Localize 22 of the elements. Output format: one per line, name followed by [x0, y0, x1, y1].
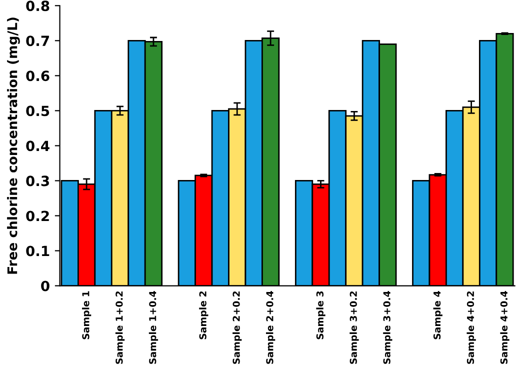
x-tick-label: Sample 1+0.4: [148, 291, 158, 364]
y-tick-label: 0.2: [26, 210, 49, 222]
y-tick-label: 0.6: [26, 70, 50, 82]
y-tick-label: 0.3: [26, 176, 49, 186]
x-tick-label: Sample 1: [82, 291, 92, 340]
y-tick-label: 0.1: [26, 246, 50, 256]
x-tick-label: Sample 4+0.2: [466, 291, 476, 364]
x-tick-label: Sample 2+0.4: [266, 291, 276, 364]
x-tick-label: Sample 3: [316, 291, 326, 340]
y-tick-label: 0.4: [26, 140, 50, 152]
x-tick-label: Sample 2+0.2: [232, 291, 242, 364]
y-tick-label: 0: [41, 280, 50, 292]
y-tick-label: 0.7: [26, 36, 49, 46]
y-tick-label: 0.8: [26, 0, 50, 12]
x-tick-label: Sample 4: [433, 291, 442, 340]
x-tick-label: Sample 4+0.4: [500, 291, 510, 364]
x-tick-label: Sample 2: [199, 291, 208, 340]
y-tick-label: 0.5: [26, 106, 50, 116]
y-axis-title: Free chlorine concentration (mg/L): [7, 18, 20, 274]
x-tick-label: Sample 1+0.2: [115, 291, 125, 364]
x-tick-label: Sample 3+0.2: [350, 291, 359, 364]
x-tick-label: Sample 3+0.4: [383, 291, 392, 364]
